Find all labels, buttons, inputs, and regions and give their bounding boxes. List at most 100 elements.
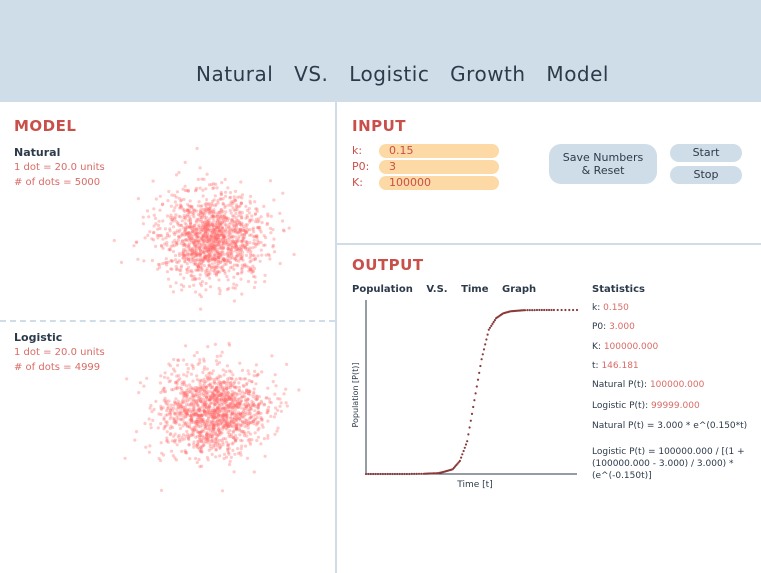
chart-point-116 [543, 308, 546, 312]
natural-model-info: 1 dot = 20.0 units # of dots = 5000 [14, 160, 105, 190]
chart-point-120 [552, 308, 556, 312]
chart-point-112 [533, 309, 536, 312]
chart-point-54 [458, 459, 461, 462]
horizontal-divider [337, 243, 761, 245]
chart-point-11 [391, 472, 394, 476]
chart-point-65 [472, 405, 475, 409]
stat-k: k: 0.150 [592, 303, 629, 313]
chart-point-2 [369, 472, 372, 476]
logistic-unit-text: 1 dot = 20.0 units [14, 347, 105, 358]
model-section-title: MODEL [14, 117, 77, 135]
stat-carrying-capacity: K: 100000.000 [592, 342, 658, 352]
save-reset-button[interactable]: Save Numbers & Reset [549, 144, 657, 184]
chart-point-82 [492, 320, 495, 324]
chart-point-64 [470, 412, 474, 415]
chart-point-66 [473, 399, 476, 402]
chart-point-78 [487, 328, 490, 331]
chart-point-76 [485, 338, 488, 341]
chart-point-22 [417, 472, 421, 475]
chart-point-70 [478, 371, 481, 374]
natural-unit-text: 1 dot = 20.0 units [14, 162, 105, 173]
chart-point-59 [464, 443, 468, 446]
logistic-formula: Logistic P(t) = 100000.000 / [(1 + (1000… [592, 447, 745, 481]
chart-point-115 [540, 308, 543, 312]
x-axis-label: Time [t] [456, 480, 492, 490]
chart-point-121 [556, 308, 559, 312]
stat-t-label: t: [592, 361, 599, 371]
chart-point-18 [408, 472, 411, 476]
start-button[interactable]: Start [670, 144, 742, 162]
logistic-dot-cloud [123, 341, 301, 493]
chart-point-60 [466, 440, 469, 443]
stat-k-label: k: [592, 303, 601, 313]
chart-point-23 [420, 472, 423, 475]
logistic-dots-text: # of dots = 4999 [14, 362, 101, 373]
k-input[interactable]: 0.15 [379, 144, 499, 158]
stat-K-value: 100000.000 [603, 342, 659, 352]
chart-point-81 [491, 322, 494, 325]
natural-dots-text: # of dots = 5000 [14, 177, 101, 188]
y-axis-label: Population [P(t)] [351, 362, 360, 427]
stat-p0-label: P0: [592, 322, 607, 332]
chart-point-109 [526, 309, 529, 312]
chart-point-10 [389, 472, 392, 476]
chart-point-15 [401, 472, 404, 476]
model-dashed-divider [0, 320, 335, 322]
stat-logistic-label: Logistic P(t): [592, 401, 649, 411]
logistic-model-title: Logistic [14, 331, 63, 344]
chart-point-83 [493, 319, 496, 322]
output-section-title: OUTPUT [352, 256, 424, 274]
chart-point-73 [481, 353, 484, 356]
chart-point-14 [398, 472, 401, 476]
stat-natural: Natural P(t): 100000.000 [592, 380, 704, 390]
chart-point-69 [476, 378, 480, 381]
chart-point-20 [413, 472, 416, 475]
chart-point-111 [531, 309, 534, 312]
stat-p0-value: 3.000 [609, 322, 635, 332]
stat-logistic-value: 99999.000 [651, 401, 700, 411]
chart-point-5 [376, 472, 380, 476]
chart-point-113 [535, 308, 539, 312]
input-section-title: INPUT [352, 117, 407, 135]
chart-point-110 [528, 309, 531, 312]
chart-point-126 [575, 308, 579, 312]
carrying-capacity-input-label: K: [352, 176, 363, 189]
k-input-label: k: [352, 144, 363, 157]
chart-point-61 [467, 433, 470, 436]
carrying-capacity-input[interactable]: 100000 [379, 176, 499, 190]
chart-point-77 [486, 333, 489, 336]
chart-points [364, 308, 579, 476]
chart-point-57 [462, 449, 465, 453]
chart-point-75 [484, 343, 487, 346]
stop-button[interactable]: Stop [670, 166, 742, 184]
natural-dot-cloud [112, 146, 296, 311]
chart-point-19 [410, 472, 413, 475]
stat-t-value: 146.181 [601, 361, 639, 371]
chart-point-63 [469, 419, 472, 422]
chart-point-9 [386, 472, 389, 476]
chart-point-122 [560, 308, 563, 312]
chart-point-68 [475, 385, 478, 388]
chart-point-56 [461, 453, 464, 456]
save-button-line2: & Reset [581, 164, 625, 177]
graph-title: Population V.S. Time Graph [352, 284, 537, 295]
chart-point-119 [550, 308, 553, 312]
chart-point-8 [384, 472, 387, 476]
p0-input[interactable]: 3 [379, 160, 499, 174]
header-bar [0, 0, 761, 102]
chart-point-17 [405, 472, 408, 476]
chart-point-117 [545, 308, 548, 312]
natural-model-title: Natural [14, 146, 61, 159]
stat-time: t: 146.181 [592, 361, 639, 371]
natural-formula: Natural P(t) = 3.000 * e^(0.150*t) [592, 421, 748, 431]
chart-point-58 [463, 446, 466, 449]
chart-point-67 [474, 392, 477, 395]
chart-point-62 [468, 426, 471, 429]
stat-p0: P0: 3.000 [592, 322, 635, 332]
dot-model-canvas [112, 146, 301, 493]
p0-input-label: P0: [352, 160, 370, 173]
chart-point-123 [564, 308, 567, 312]
chart-point-7 [381, 472, 384, 476]
chart-point-12 [393, 472, 396, 476]
